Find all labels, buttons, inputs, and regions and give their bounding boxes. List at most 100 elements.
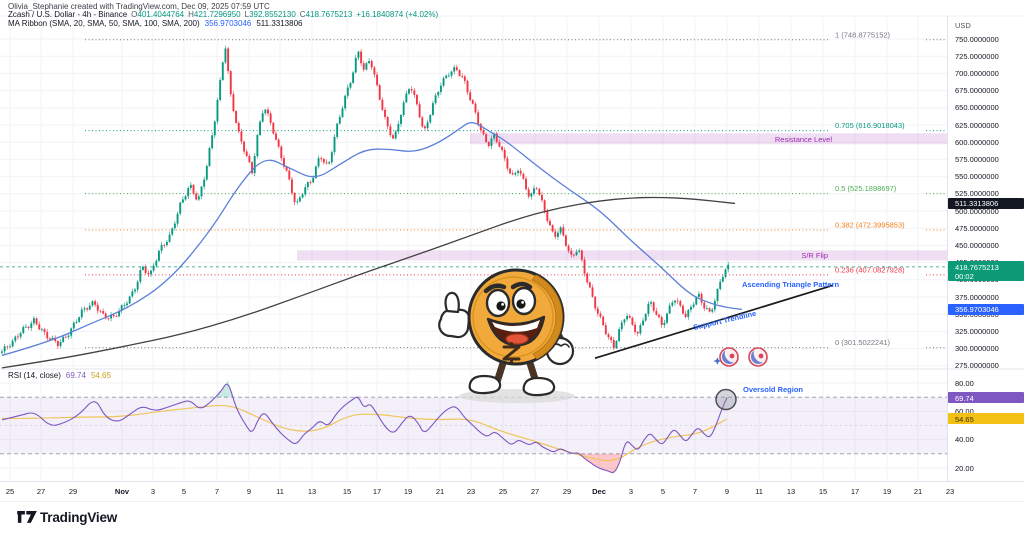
rsi-overbought-fill — [356, 395, 359, 398]
ohlc-value: 401.4044764 — [137, 10, 185, 19]
time-tick: 13 — [786, 487, 796, 496]
fib-label: 0.236 (407.0827928) — [835, 265, 905, 274]
time-tick: 23 — [945, 487, 955, 496]
time-tick: 5 — [660, 487, 666, 496]
price-tick: 600.0000000 — [955, 137, 999, 147]
ma-ribbon-legend[interactable]: MA Ribbon (SMA, 20, SMA, 50, SMA, 100, S… — [8, 19, 302, 28]
zone-resistance-level[interactable]: Resistance Level — [470, 133, 947, 145]
time-tick: 17 — [850, 487, 860, 496]
rsi-oversold-fill — [580, 453, 623, 474]
last-price-label: 418.7675213 00:02 — [948, 261, 1024, 282]
fib-level-0.236[interactable]: 0.236 (407.0827928) — [85, 265, 947, 276]
fib-level-0.705[interactable]: 0.705 (616.9018043) — [85, 121, 947, 132]
rsi-tick: 80.00 — [955, 378, 974, 388]
rsi-tick: 20.00 — [955, 463, 974, 473]
time-tick: 21 — [435, 487, 445, 496]
zone-s-r-flip[interactable]: S/R Flip — [297, 250, 947, 261]
time-tick: 3 — [628, 487, 634, 496]
time-tick: 7 — [692, 487, 698, 496]
price-tick: 525.0000000 — [955, 189, 999, 199]
watermark: Olivia_Stephanie created with TradingVie… — [8, 2, 270, 11]
fib-level-0.382[interactable]: 0.382 (472.3995853) — [85, 220, 947, 231]
time-axis[interactable]: 25 27 29 Nov 3 5 7 9 11 13 15 17 19 21 23 25 27 29 Dec 3 5 7 9… — [0, 481, 1024, 502]
rsi-tick: 40.00 — [955, 435, 974, 445]
price-tick: 575.0000000 — [955, 154, 999, 164]
tradingview-logo-icon[interactable] — [17, 511, 37, 525]
candlestick-series[interactable] — [1, 45, 730, 355]
price-axis[interactable]: USD 750.0000000 725.0000000 700.0000000 675… — [948, 0, 1024, 501]
fib-label: 0.5 (525.1898697) — [835, 184, 897, 193]
time-tick: 5 — [181, 487, 187, 496]
price-tick: 675.0000000 — [955, 86, 999, 96]
rsi-value: 69.74 — [65, 371, 86, 380]
price-tick: 550.0000000 — [955, 172, 999, 182]
change-value: +16.1840874 (+4.02%) — [356, 10, 439, 19]
zone-label: Resistance Level — [775, 135, 832, 144]
ma-ribbon-title: MA Ribbon (SMA, 20, SMA, 50, SMA, 100, S… — [8, 19, 200, 28]
symbol-legend[interactable]: Zcash / U.S. Dollar - 4h - Binance O401.4… — [8, 10, 438, 19]
fib-level-0[interactable]: 0 (301.5022241) — [85, 338, 947, 349]
rsi-line[interactable] — [1, 383, 728, 474]
ohlc-key: O — [131, 10, 138, 19]
price-tick: 700.0000000 — [955, 68, 999, 78]
rsi-legend[interactable]: RSI (14, close) 69.74 54.65 — [8, 371, 111, 380]
time-tick: 9 — [724, 487, 730, 496]
price-tick: 450.0000000 — [955, 240, 999, 250]
ma-line-dark[interactable] — [1, 196, 736, 369]
time-tick: 11 — [755, 487, 763, 496]
fib-label: 0 (301.5022241) — [835, 338, 891, 347]
annotation-text[interactable]: Ascending Triangle Pattern — [742, 280, 840, 289]
time-tick: 19 — [403, 487, 413, 496]
time-tick: 11 — [276, 487, 284, 496]
time-tick: 3 — [150, 487, 156, 496]
rsi-ma-value: 54.65 — [90, 371, 111, 380]
ohlc-key: C — [299, 10, 306, 19]
ma-line-blue[interactable] — [1, 121, 743, 357]
annotation-text[interactable]: Support Trendline — [692, 309, 757, 332]
ma-value-label: 511.3313806 — [948, 197, 1024, 209]
fib-label: 1 (748.8775152) — [835, 30, 891, 39]
ma-ribbon-value-dark: 511.3313806 — [256, 19, 303, 28]
ohlc-key: L — [244, 10, 250, 19]
time-tick: 7 — [214, 487, 220, 496]
rsi-highlight-circle[interactable] — [715, 388, 737, 411]
price-tick: 300.0000000 — [955, 344, 999, 354]
ohlc-values: O401.4044764 H421.7296950 L392.8552130 C418… — [127, 10, 352, 19]
price-tick: 475.0000000 — [955, 223, 999, 233]
fib-label: 0.382 (472.3995853) — [835, 220, 905, 229]
price-tick: 275.0000000 — [955, 361, 999, 371]
price-tick: 325.0000000 — [955, 326, 999, 336]
rsi-ma-line[interactable] — [1, 404, 728, 462]
time-tick: 9 — [246, 487, 252, 496]
time-tick: 17 — [372, 487, 382, 496]
rsi-value-label: 69.74 — [948, 392, 1024, 404]
fib-level-1[interactable]: 1 (748.8775152) — [85, 30, 947, 41]
ohlc-value: 392.8552130 — [249, 10, 296, 19]
ma-ribbon-value-blue: 356.9703046 — [204, 19, 252, 28]
time-tick: 15 — [342, 487, 352, 496]
zone-label: S/R Flip — [801, 251, 828, 260]
time-tick: 29 — [68, 487, 78, 496]
time-tick: 25 — [498, 487, 508, 496]
fib-level-0.5[interactable]: 0.5 (525.1898697) — [85, 184, 947, 195]
time-tick: 29 — [562, 487, 572, 496]
ma-value-label: 356.9703046 — [948, 303, 1024, 315]
price-tick: 500.0000000 — [955, 206, 999, 216]
time-tick: Dec — [592, 487, 606, 496]
time-tick: 13 — [307, 487, 317, 496]
time-tick: 15 — [818, 487, 828, 496]
time-tick: 19 — [882, 487, 892, 496]
ohlc-value: 418.7675213 — [305, 10, 353, 19]
brand-name[interactable]: TradingView — [40, 510, 118, 525]
price-tick: 725.0000000 — [955, 51, 999, 61]
price-tick: 375.0000000 — [955, 292, 999, 302]
time-tick: 23 — [466, 487, 476, 496]
time-tick: 21 — [913, 487, 923, 496]
rsi-title: RSI (14, close) — [8, 371, 61, 380]
rsi-value-label: 54.65 — [948, 413, 1024, 425]
support-trendline[interactable] — [594, 284, 834, 360]
annotation-text[interactable]: Oversold Region — [743, 385, 803, 394]
time-tick: 25 — [5, 487, 15, 496]
